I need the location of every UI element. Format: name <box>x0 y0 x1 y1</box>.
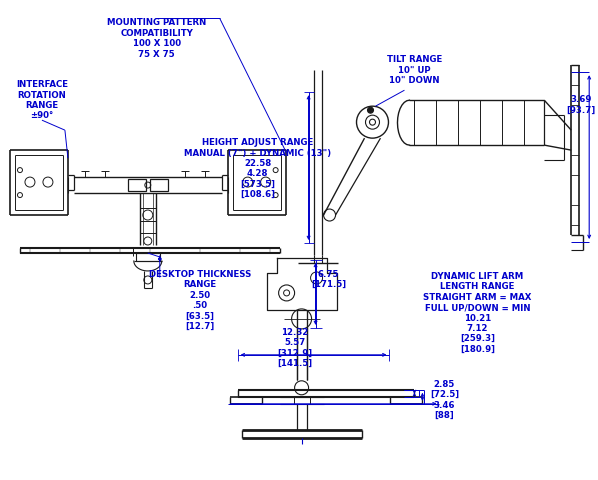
Text: 12.32
5.57
[312.9]
[141.5]: 12.32 5.57 [312.9] [141.5] <box>277 328 312 368</box>
Text: INTERFACE
ROTATION
RANGE
±90°: INTERFACE ROTATION RANGE ±90° <box>16 80 68 120</box>
Bar <box>128 179 146 191</box>
Text: MOUNTING PATTERN
COMPATIBILITY
100 X 100
75 X 75: MOUNTING PATTERN COMPATIBILITY 100 X 100… <box>107 18 206 59</box>
Bar <box>150 179 168 191</box>
Text: HEIGHT ADJUST RANGE
MANUAL (7") + DYNAMIC (13")
22.58
4.28
[573.5]
[108.6]: HEIGHT ADJUST RANGE MANUAL (7") + DYNAMI… <box>184 138 331 199</box>
Text: DYNAMIC LIFT ARM
LENGTH RANGE
STRAIGHT ARM = MAX
FULL UP/DOWN = MIN
10.21
7.12
[: DYNAMIC LIFT ARM LENGTH RANGE STRAIGHT A… <box>423 272 532 354</box>
Text: TILT RANGE
10" UP
10" DOWN: TILT RANGE 10" UP 10" DOWN <box>387 55 442 85</box>
Text: 3.69
[93.7]: 3.69 [93.7] <box>566 95 596 115</box>
Text: 2.85
[72.5]
3.46
[88]: 2.85 [72.5] 3.46 [88] <box>430 380 459 420</box>
Bar <box>294 397 310 404</box>
Text: 6.75
[171.5]: 6.75 [171.5] <box>311 270 346 289</box>
Text: DESKTOP THICKNESS
RANGE
2.50
.50
[63.5]
[12.7]: DESKTOP THICKNESS RANGE 2.50 .50 [63.5] … <box>148 270 251 331</box>
Circle shape <box>368 107 374 113</box>
